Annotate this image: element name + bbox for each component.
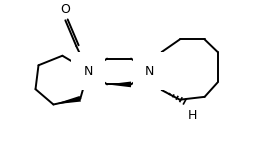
Text: O: O [60, 3, 70, 16]
Text: N: N [145, 65, 155, 78]
Text: H: H [188, 109, 197, 122]
Text: N: N [84, 65, 93, 78]
Polygon shape [53, 96, 81, 104]
Polygon shape [107, 82, 131, 87]
